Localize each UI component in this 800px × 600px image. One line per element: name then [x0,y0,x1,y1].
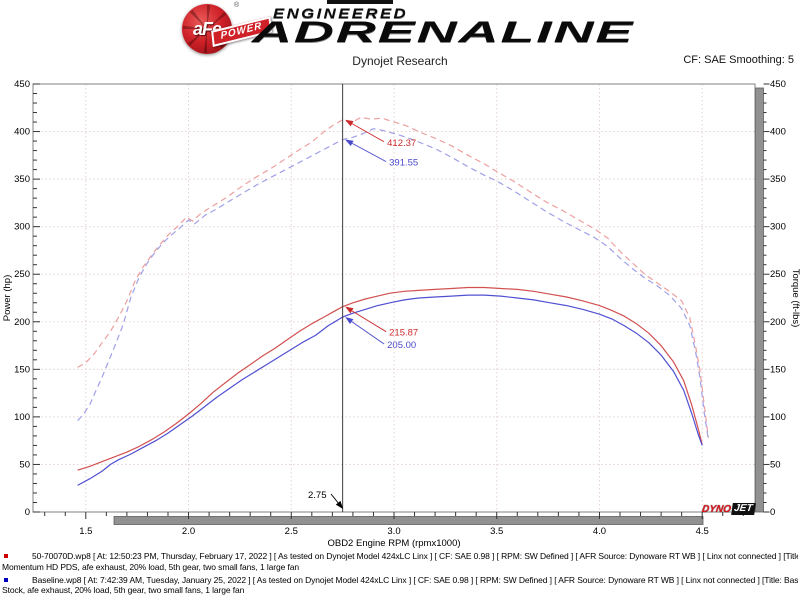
horizontal-scrollbar[interactable] [113,516,704,525]
series-curve-0 [77,116,709,438]
gridlines [33,84,755,512]
svg-text:300: 300 [770,222,786,233]
svg-text:2.0: 2.0 [182,526,195,537]
svg-text:100: 100 [770,412,786,423]
axis-titles: OBD2 Engine RPM (rpmx1000) Power (hp) Torq… [2,269,800,549]
svg-text:400: 400 [770,127,786,138]
svg-text:Torque (ft-lbs): Torque (ft-lbs) [790,269,800,328]
series-curve-3 [77,294,703,486]
svg-text:391.55: 391.55 [389,158,418,169]
run-info-line2: Stock, afe exhaust, 20% load, 5th gear, … [2,585,245,596]
dynojet-logo: DYNO JET [701,503,757,515]
svg-text:150: 150 [770,364,786,375]
tick-labels: 1.5 2.0 2.5 3.0 3.5 4.0 4.5 0 0 50 50 100 100 150 150 2… [14,79,786,537]
dynojet-logo-jet: JET [731,503,757,515]
svg-text:2.5: 2.5 [285,526,298,537]
svg-text:50: 50 [19,459,30,470]
series-curve-2 [77,286,703,471]
chart-subtitle: Dynojet Research [352,54,448,68]
svg-text:0: 0 [25,507,30,518]
svg-text:215.87: 215.87 [389,328,418,339]
run-bullet-red [4,554,8,558]
cursor-rpm-annotation: 2.75 [308,490,344,509]
run-info-line1: Baseline.wp8 [ At: 7:42:39 AM, Tuesday, … [32,574,798,585]
svg-text:4.0: 4.0 [593,526,606,537]
run-bullet-blue [4,577,8,582]
svg-text:100: 100 [14,412,30,423]
svg-text:350: 350 [770,174,786,185]
svg-text:250: 250 [14,269,30,280]
afe-power-logo: aFe [182,4,232,54]
svg-text:Power (hp): Power (hp) [2,275,13,321]
svg-text:1.5: 1.5 [79,526,92,537]
run-entry-pds: 50-70070D.wp8 [ At: 12:50:23 PM, Thursda… [0,551,798,575]
svg-text:200: 200 [14,317,30,328]
series-curve-1 [77,128,709,440]
svg-text:0: 0 [770,507,775,518]
run-legend: 50-70070D.wp8 [ At: 12:50:23 PM, Thursda… [0,551,798,598]
svg-text:OBD2 Engine RPM (rpmx1000): OBD2 Engine RPM (rpmx1000) [327,538,460,549]
svg-text:3.5: 3.5 [490,526,503,537]
brand-engineered: ENGINEERED [273,5,409,21]
svg-text:300: 300 [14,222,30,233]
svg-text:205.00: 205.00 [387,340,416,351]
run-entry-baseline: Baseline.wp8 [ At: 7:42:39 AM, Tuesday, … [0,575,798,599]
svg-text:450: 450 [770,79,786,90]
svg-text:250: 250 [770,269,786,280]
brand-adrenaline: ADRENALINE [252,16,635,49]
registered-mark: ® [234,2,240,9]
vertical-scrollbar[interactable] [755,87,764,513]
svg-text:150: 150 [14,364,30,375]
run-info-line2: Momentum HD PDS, afe exhaust, 20% load, … [2,561,300,572]
svg-text:412.37: 412.37 [387,138,416,149]
svg-text:3.0: 3.0 [387,526,400,537]
svg-text:4.5: 4.5 [696,526,709,537]
svg-text:50: 50 [770,459,781,470]
dynojet-logo-dyno: DYNO [701,503,732,515]
svg-text:350: 350 [14,174,30,185]
svg-text:2.75: 2.75 [308,490,327,501]
axis-ticks [33,83,770,519]
smoothing-setting: CF: SAE Smoothing: 5 [683,54,794,66]
svg-text:200: 200 [770,317,786,328]
svg-text:400: 400 [14,127,30,138]
header-artifact [327,0,393,4]
svg-text:450: 450 [14,79,30,90]
run-info-line1: 50-70070D.wp8 [ At: 12:50:23 PM, Thursda… [32,551,798,561]
